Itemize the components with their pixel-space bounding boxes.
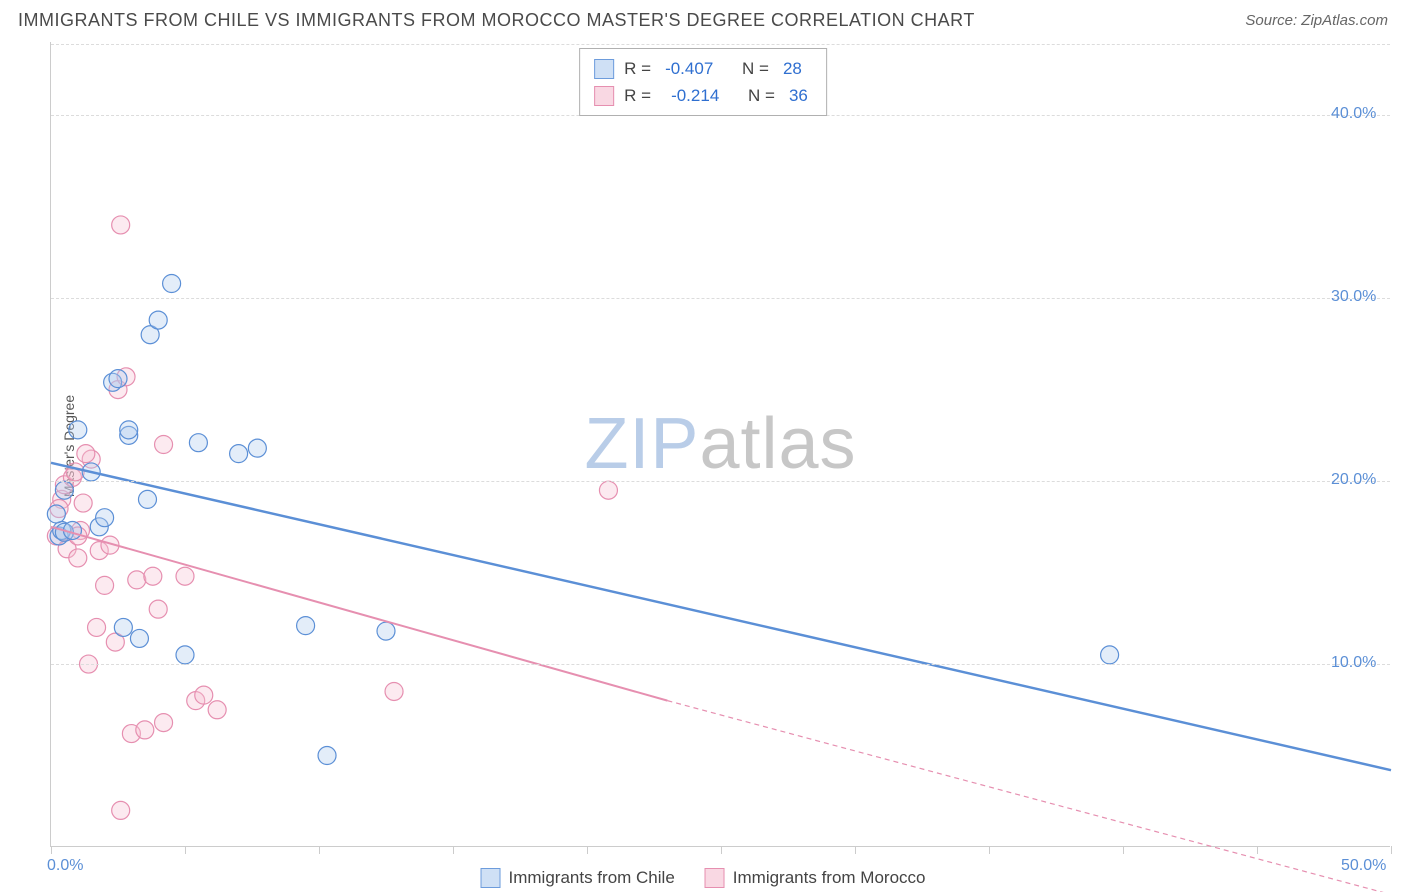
point-chile (230, 445, 248, 463)
trend-line (51, 463, 1391, 770)
point-morocco (77, 445, 95, 463)
x-tick (1391, 846, 1392, 854)
n-value-morocco: 36 (789, 82, 808, 109)
point-chile (297, 617, 315, 635)
x-tick (1257, 846, 1258, 854)
x-tick (721, 846, 722, 854)
x-tick (185, 846, 186, 854)
point-chile (318, 747, 336, 765)
point-chile (114, 618, 132, 636)
point-morocco (149, 600, 167, 618)
stats-row-morocco: R = -0.214 N = 36 (594, 82, 812, 109)
source-name: ZipAtlas.com (1301, 12, 1388, 29)
x-tick-label: 50.0% (1341, 857, 1386, 875)
point-chile (163, 275, 181, 293)
gridline-h (51, 481, 1390, 482)
point-chile (248, 439, 266, 457)
gridline-h (51, 664, 1390, 665)
r-label-morocco: R = (624, 82, 651, 109)
point-morocco (195, 686, 213, 704)
x-tick (587, 846, 588, 854)
swatch-chile (594, 59, 614, 79)
source-attribution: Source: ZipAtlas.com (1245, 12, 1388, 29)
x-tick (1123, 846, 1124, 854)
swatch-morocco (594, 86, 614, 106)
point-chile (1101, 646, 1119, 664)
n-value-chile: 28 (783, 55, 802, 82)
point-morocco (599, 481, 617, 499)
point-morocco (88, 618, 106, 636)
point-morocco (96, 576, 114, 594)
stats-legend-box: R = -0.407 N = 28 R = -0.214 N = 36 (579, 48, 827, 116)
trend-line (667, 701, 1391, 892)
legend-label-chile: Immigrants from Chile (509, 868, 675, 888)
plot-svg (51, 42, 1390, 846)
r-value-chile: -0.407 (665, 55, 713, 82)
point-chile (138, 490, 156, 508)
x-tick (319, 846, 320, 854)
point-morocco (208, 701, 226, 719)
x-tick (989, 846, 990, 854)
point-chile (55, 481, 73, 499)
point-chile (120, 421, 138, 439)
point-morocco (128, 571, 146, 589)
point-chile (96, 509, 114, 527)
point-morocco (155, 714, 173, 732)
point-chile (130, 629, 148, 647)
r-label-chile: R = (624, 55, 651, 82)
source-prefix: Source: (1245, 12, 1301, 29)
y-tick-label: 10.0% (1331, 654, 1391, 672)
point-morocco (176, 567, 194, 585)
point-chile (109, 370, 127, 388)
legend-label-morocco: Immigrants from Morocco (733, 868, 926, 888)
point-chile (377, 622, 395, 640)
legend-swatch-morocco (705, 868, 725, 888)
stats-row-chile: R = -0.407 N = 28 (594, 55, 812, 82)
n-label-morocco: N = (748, 82, 775, 109)
legend-item-morocco: Immigrants from Morocco (705, 868, 926, 888)
point-chile (69, 421, 87, 439)
plot-area: ZIPatlas 10.0%20.0%30.0%40.0%0.0%50.0% (50, 42, 1390, 847)
y-tick-label: 20.0% (1331, 471, 1391, 489)
legend-swatch-chile (481, 868, 501, 888)
point-chile (47, 505, 65, 523)
y-tick-label: 30.0% (1331, 288, 1391, 306)
point-morocco (155, 436, 173, 454)
x-tick (855, 846, 856, 854)
point-morocco (112, 216, 130, 234)
point-morocco (385, 682, 403, 700)
n-label-chile: N = (742, 55, 769, 82)
y-tick-label: 40.0% (1331, 105, 1391, 123)
point-morocco (69, 549, 87, 567)
point-chile (176, 646, 194, 664)
point-morocco (74, 494, 92, 512)
point-morocco (144, 567, 162, 585)
legend-item-chile: Immigrants from Chile (481, 868, 675, 888)
point-chile (189, 434, 207, 452)
gridline-h (51, 44, 1390, 45)
point-chile (149, 311, 167, 329)
point-morocco (112, 801, 130, 819)
x-tick (51, 846, 52, 854)
title-bar: IMMIGRANTS FROM CHILE VS IMMIGRANTS FROM… (18, 10, 1388, 31)
x-tick-label: 0.0% (47, 857, 83, 875)
chart-title: IMMIGRANTS FROM CHILE VS IMMIGRANTS FROM… (18, 10, 975, 31)
point-morocco (136, 721, 154, 739)
r-value-morocco: -0.214 (671, 82, 719, 109)
x-tick (453, 846, 454, 854)
gridline-h (51, 298, 1390, 299)
trend-line (51, 527, 667, 701)
bottom-legend: Immigrants from Chile Immigrants from Mo… (473, 868, 934, 888)
